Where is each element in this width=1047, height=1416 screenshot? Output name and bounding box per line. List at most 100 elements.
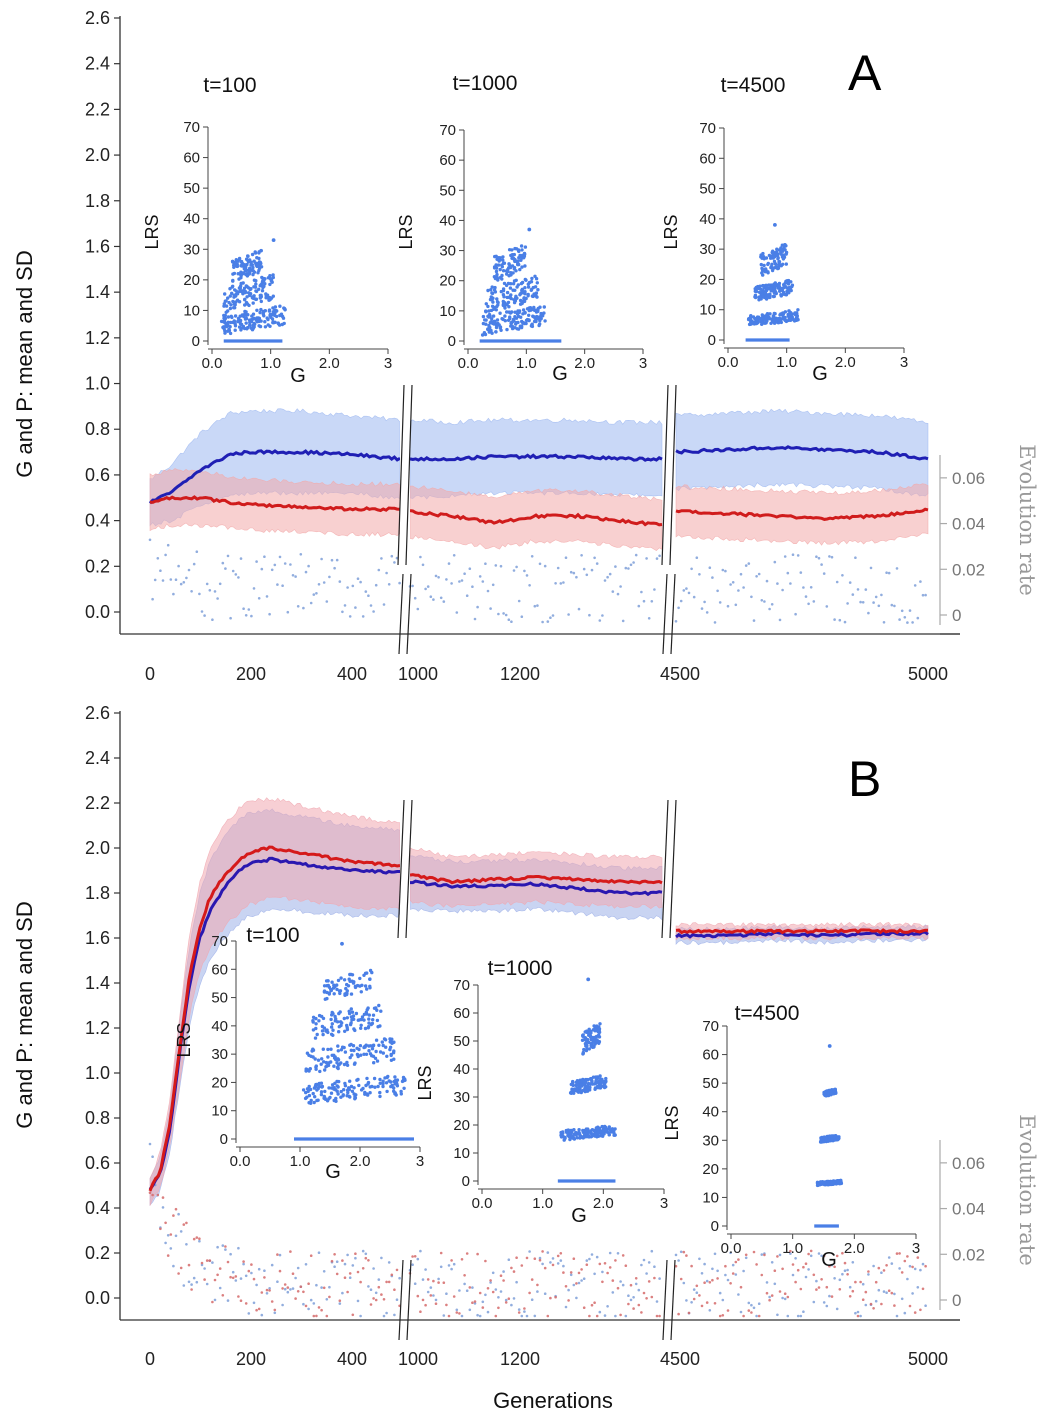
evolution-rate-point bbox=[755, 1314, 758, 1318]
evolution-rate-point bbox=[208, 1259, 212, 1262]
evolution-rate-point bbox=[221, 1244, 225, 1247]
inset-point bbox=[773, 281, 777, 285]
inset-point bbox=[311, 1020, 315, 1024]
evolution-rate-point bbox=[439, 596, 443, 600]
inset-point bbox=[325, 984, 329, 988]
inset-point bbox=[324, 1065, 328, 1069]
inset-point bbox=[263, 282, 267, 286]
evolution-rate-point bbox=[447, 562, 451, 565]
inset-point bbox=[363, 1045, 367, 1049]
inset-point bbox=[560, 1134, 565, 1139]
evolution-rate-point bbox=[530, 1278, 534, 1281]
inset-point bbox=[584, 1132, 588, 1136]
inset-point bbox=[349, 1048, 353, 1053]
evolution-rate-point bbox=[387, 1261, 391, 1264]
inset-point bbox=[403, 1077, 407, 1081]
evolution-rate-point bbox=[312, 1302, 316, 1305]
evolution-rate-point bbox=[828, 1294, 831, 1298]
evolution-rate-point bbox=[739, 1310, 743, 1314]
axis-break-mark bbox=[406, 1259, 412, 1341]
inset-point bbox=[756, 315, 761, 319]
inset-point bbox=[399, 1092, 403, 1096]
evolution-rate-point bbox=[218, 1286, 222, 1290]
evolution-rate-point bbox=[658, 554, 661, 558]
evolution-rate-point bbox=[497, 612, 500, 616]
inset-point bbox=[575, 1136, 579, 1140]
evolution-rate-point bbox=[239, 1299, 243, 1302]
evolution-rate-point bbox=[497, 1306, 500, 1310]
evolution-rate-point bbox=[645, 557, 648, 560]
evolution-rate-point bbox=[747, 1309, 751, 1312]
evolution-rate-point bbox=[655, 557, 659, 560]
x-tick-label: 400 bbox=[337, 1349, 367, 1369]
inset-point bbox=[249, 263, 253, 267]
inset-point bbox=[326, 1030, 330, 1035]
evolution-rate-point bbox=[682, 1250, 686, 1254]
inset-point bbox=[502, 301, 506, 305]
inset-point bbox=[763, 291, 767, 295]
inset-point bbox=[783, 281, 787, 285]
y-tick-label: 2.2 bbox=[85, 99, 110, 119]
inset-point bbox=[248, 266, 252, 270]
evolution-rate-point bbox=[213, 590, 217, 593]
inset-point bbox=[393, 1075, 397, 1079]
evolution-rate-point bbox=[421, 1278, 425, 1281]
inset-point bbox=[773, 223, 777, 227]
inset-point bbox=[219, 319, 224, 324]
evolution-rate-point bbox=[148, 538, 152, 542]
evolution-rate-point bbox=[512, 1270, 516, 1273]
inset-point bbox=[378, 1024, 382, 1028]
inset-point bbox=[282, 321, 286, 326]
inset-point bbox=[520, 248, 524, 252]
evolution-rate-point bbox=[739, 1285, 743, 1289]
evolution-rate-point bbox=[151, 1193, 154, 1197]
evolution-rate-point bbox=[755, 575, 758, 578]
inset-y-tick-label: 20 bbox=[699, 271, 716, 288]
inset-point bbox=[343, 1084, 348, 1088]
inset-point bbox=[760, 321, 764, 326]
evolution-rate-point bbox=[385, 1311, 388, 1315]
inset-point bbox=[495, 304, 499, 309]
inset-y-tick-label: 10 bbox=[699, 302, 716, 319]
inset-point bbox=[254, 297, 259, 301]
inset-point bbox=[332, 1064, 336, 1068]
evolution-rate-point bbox=[395, 1298, 399, 1301]
inset-point bbox=[353, 985, 358, 990]
inset-point bbox=[598, 1074, 602, 1078]
evolution-rate-point bbox=[294, 1297, 297, 1300]
evolution-rate-point bbox=[372, 1267, 375, 1270]
inset-point bbox=[378, 1077, 382, 1082]
inset-point bbox=[505, 310, 509, 314]
inset-point bbox=[224, 310, 228, 314]
inset-point bbox=[769, 256, 773, 260]
evolution-rate-point bbox=[268, 612, 271, 616]
inset-point bbox=[760, 267, 765, 271]
inset-point bbox=[773, 284, 777, 289]
inset-point bbox=[327, 992, 331, 996]
evolution-rate-point bbox=[815, 555, 818, 558]
inset-point bbox=[585, 1047, 589, 1051]
evolution-rate-point bbox=[387, 1280, 391, 1284]
inset-point bbox=[365, 987, 369, 991]
inset-point bbox=[518, 267, 522, 272]
inset-point bbox=[378, 1094, 382, 1099]
evolution-rate-point bbox=[211, 1261, 214, 1264]
evolution-rate-point bbox=[374, 1298, 378, 1302]
evolution-rate-point bbox=[309, 1298, 313, 1302]
inset-point bbox=[237, 277, 241, 281]
inset-point bbox=[502, 261, 507, 265]
evolution-rate-point bbox=[619, 1313, 622, 1317]
inset-x-label: G bbox=[325, 1161, 341, 1183]
evolution-rate-point bbox=[281, 1303, 284, 1307]
inset-point bbox=[315, 1032, 319, 1037]
inset-point bbox=[567, 1134, 571, 1139]
inset-point bbox=[306, 1089, 310, 1094]
evolution-rate-point bbox=[577, 1271, 581, 1275]
evolution-rate-point bbox=[559, 1259, 563, 1262]
evolution-rate-point bbox=[843, 1269, 847, 1272]
inset-point bbox=[226, 296, 230, 300]
evolution-rate-point bbox=[575, 1296, 578, 1300]
inset-point bbox=[244, 300, 249, 305]
inset-point bbox=[372, 1076, 377, 1081]
evolution-rate-point bbox=[629, 563, 633, 567]
